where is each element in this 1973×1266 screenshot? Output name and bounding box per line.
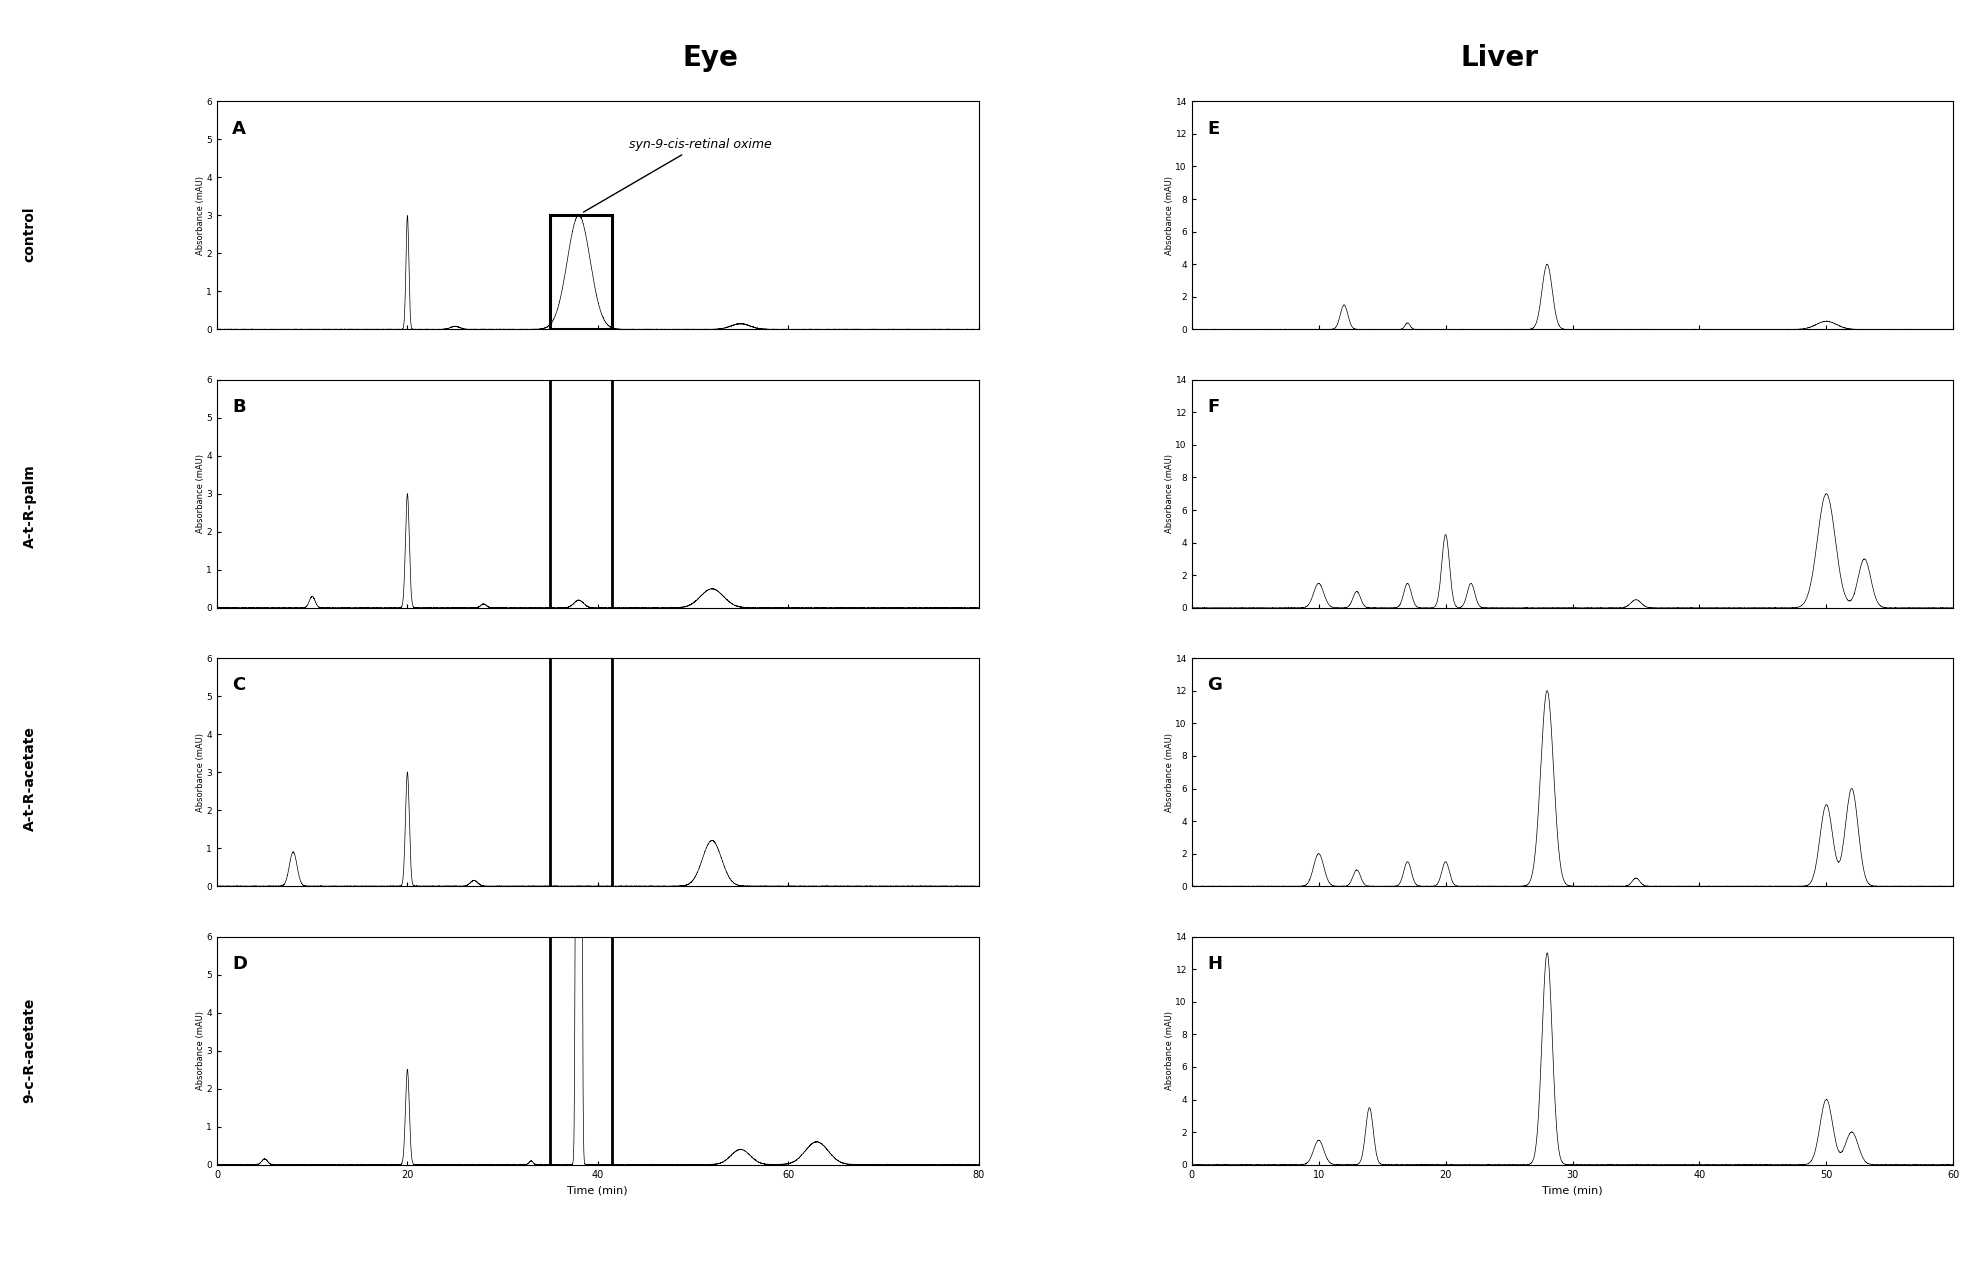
Y-axis label: Absorbance (mAU): Absorbance (mAU) — [195, 1012, 205, 1090]
X-axis label: Time (min): Time (min) — [568, 1185, 627, 1195]
Text: D: D — [233, 955, 247, 972]
Text: G: G — [1207, 676, 1221, 694]
Text: E: E — [1207, 119, 1219, 138]
Y-axis label: Absorbance (mAU): Absorbance (mAU) — [1164, 176, 1174, 254]
Text: 9-c-R-acetate: 9-c-R-acetate — [22, 998, 37, 1104]
Bar — [550, 215, 612, 329]
Text: B: B — [233, 398, 247, 417]
Text: H: H — [1207, 955, 1221, 972]
Y-axis label: Absorbance (mAU): Absorbance (mAU) — [195, 176, 205, 254]
Text: control: control — [22, 206, 37, 262]
Y-axis label: Absorbance (mAU): Absorbance (mAU) — [195, 733, 205, 812]
Text: A-t-R-palm: A-t-R-palm — [22, 465, 37, 548]
X-axis label: Time (min): Time (min) — [1543, 1185, 1602, 1195]
Y-axis label: Absorbance (mAU): Absorbance (mAU) — [1164, 733, 1174, 812]
Text: Eye: Eye — [683, 44, 738, 72]
Y-axis label: Absorbance (mAU): Absorbance (mAU) — [1164, 454, 1174, 533]
Text: A: A — [233, 119, 247, 138]
Text: Liver: Liver — [1460, 44, 1539, 72]
Text: syn-9-cis-retinal oxime: syn-9-cis-retinal oxime — [584, 138, 771, 213]
Text: A-t-R-acetate: A-t-R-acetate — [22, 727, 37, 830]
Text: C: C — [233, 676, 245, 694]
Y-axis label: Absorbance (mAU): Absorbance (mAU) — [1164, 1012, 1174, 1090]
Text: F: F — [1207, 398, 1219, 417]
Y-axis label: Absorbance (mAU): Absorbance (mAU) — [195, 454, 205, 533]
